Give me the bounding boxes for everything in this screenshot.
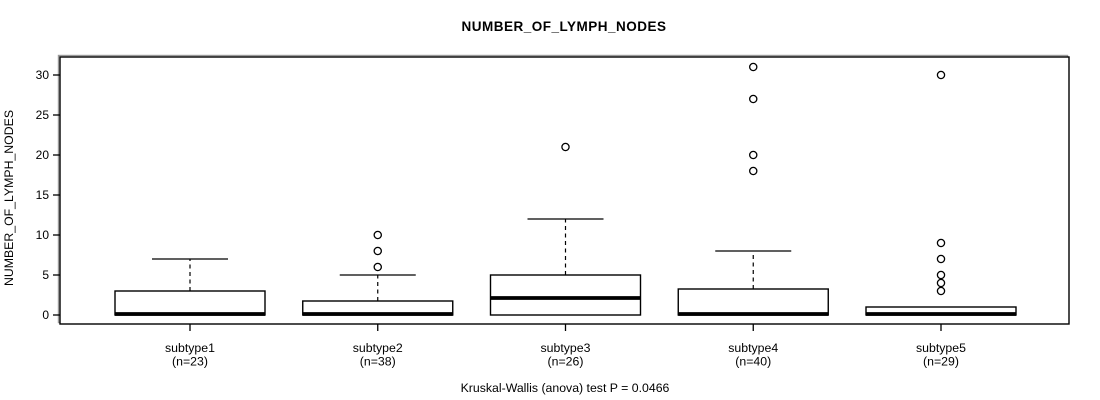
outlier-point [561, 142, 570, 152]
x-axis-category-label: subtype1 [165, 341, 215, 355]
x-axis-count-label: (n=38) [360, 355, 396, 369]
y-tick-label: 25 [36, 108, 50, 122]
iqr-box [677, 288, 829, 316]
x-axis-category-label: subtype5 [916, 341, 966, 355]
chart-title: NUMBER_OF_LYMPH_NODES [461, 19, 666, 34]
outlier-point [936, 278, 946, 288]
x-axis-count-label: (n=40) [735, 355, 771, 369]
iqr-box [489, 274, 642, 316]
outlier-point [936, 286, 946, 296]
outlier-point [373, 262, 382, 272]
outlier-point [936, 70, 946, 80]
statistical-test-caption: Kruskal-Wallis (anova) test P = 0.0466 [461, 381, 670, 395]
y-tick-label: 5 [42, 268, 49, 282]
x-axis-category-label: subtype2 [353, 341, 403, 355]
x-axis-category-label: subtype4 [728, 341, 778, 355]
outlier-point [373, 230, 382, 240]
outlier-point [749, 166, 758, 176]
outlier-point [936, 270, 946, 280]
y-tick-label: 20 [36, 148, 50, 162]
outlier-point [749, 62, 758, 72]
y-tick-label: 15 [36, 188, 50, 202]
x-axis-count-label: (n=29) [923, 355, 959, 369]
y-tick-label: 30 [36, 68, 50, 82]
x-axis-count-label: (n=23) [172, 355, 208, 369]
outlier-point [936, 238, 946, 248]
outlier-point [936, 254, 946, 264]
x-axis-count-label: (n=26) [548, 355, 584, 369]
plot-area: 0 5 10 15 20 25 30 subtype1(n=23) subtype2(n=38)… [36, 54, 1070, 369]
y-axis-label: NUMBER_OF_LYMPH_NODES [2, 110, 16, 286]
outlier-point [749, 94, 758, 104]
outlier-point [373, 246, 382, 256]
y-tick-label: 10 [36, 228, 50, 242]
y-tick-label: 0 [42, 308, 49, 322]
x-axis-category-label: subtype3 [541, 341, 591, 355]
iqr-box [114, 290, 266, 316]
outlier-point [749, 150, 758, 160]
